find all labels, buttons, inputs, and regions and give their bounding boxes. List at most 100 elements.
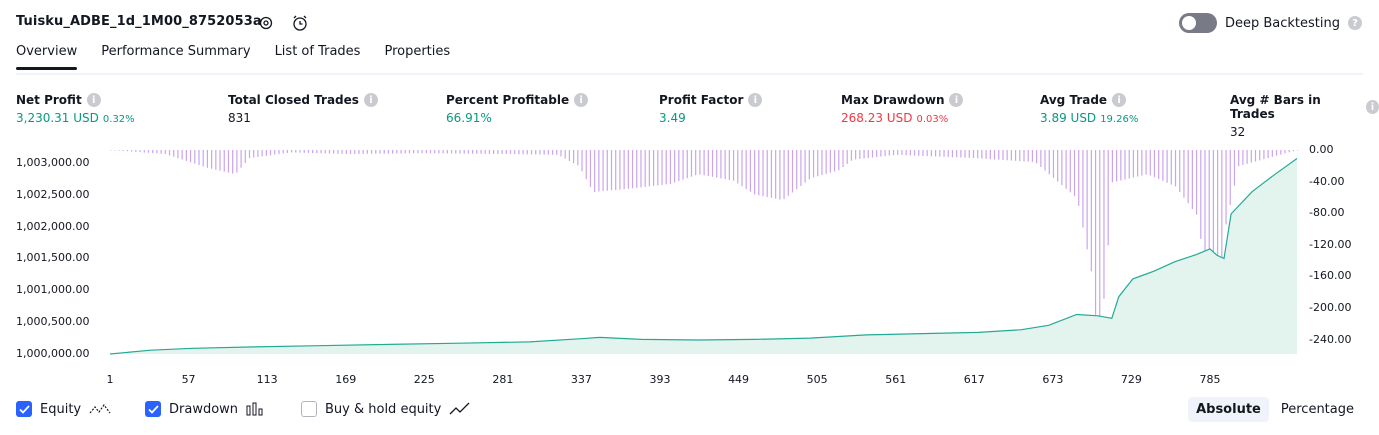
metric-1: Total Closed Trades i 831 (228, 93, 378, 125)
drawdown-bar (278, 150, 280, 155)
drawdown-bar (164, 150, 166, 155)
absolute-button[interactable]: Absolute (1188, 397, 1269, 422)
drawdown-bar (429, 150, 432, 154)
drawdown-bar (206, 150, 209, 168)
drawdown-bar (1217, 150, 1219, 353)
legend-equity[interactable]: Equity (16, 401, 111, 417)
drawdown-bar (581, 150, 583, 172)
drawdown-bar (1006, 150, 1008, 161)
y-right-tick: -200.00 (1309, 301, 1352, 314)
drawdown-bar (825, 150, 827, 174)
drawdown-bar (269, 150, 272, 156)
drawdown-bar (589, 150, 592, 187)
drawdown-bar (1128, 150, 1130, 179)
drawdown-bar (1082, 150, 1084, 228)
drawdown-bar (863, 150, 865, 159)
drawdown-bar (370, 150, 373, 154)
info-icon[interactable]: i (1365, 100, 1379, 114)
drawdown-bar (366, 150, 368, 154)
info-icon[interactable]: i (949, 93, 964, 107)
tab-properties[interactable]: Properties (384, 44, 451, 59)
drawdown-bar (850, 150, 853, 161)
drawdown-bar (501, 150, 503, 155)
drawdown-bar (434, 150, 436, 154)
drawdown-bar (421, 150, 423, 154)
drawdown-bar (682, 150, 684, 180)
x-tick: 281 (492, 373, 514, 386)
y-right-tick: -160.00 (1309, 269, 1352, 283)
tab-list-of-trades[interactable]: List of Trades (274, 44, 361, 59)
drawdown-bar (345, 150, 347, 155)
x-tick: 337 (570, 373, 592, 386)
drawdown-bar (1208, 150, 1210, 288)
drawdown-bar (1031, 150, 1034, 162)
info-icon[interactable]: i (1112, 93, 1127, 107)
x-tick: 449 (728, 373, 750, 386)
drawdown-bar (1158, 150, 1160, 180)
x-tick: 57 (181, 373, 196, 386)
drawdown-bar (964, 150, 966, 158)
equity-checkbox[interactable] (16, 401, 32, 417)
drawdown-bar (286, 150, 288, 153)
drawdown-bar (1242, 150, 1244, 166)
drawdown-bar (467, 150, 469, 154)
info-icon[interactable]: i (574, 93, 589, 107)
deep-backtesting-toggle[interactable] (1178, 13, 1217, 33)
drawdown-bar (387, 150, 390, 154)
drawdown-bar (131, 150, 133, 152)
legend-buy-hold[interactable]: Buy & hold equity (301, 401, 471, 417)
drawdown-bar (1187, 150, 1189, 204)
drawdown-bar (312, 150, 314, 154)
drawdown-bar (1069, 150, 1071, 193)
percentage-button[interactable]: Percentage (1280, 402, 1354, 417)
drawdown-bar (1238, 150, 1240, 167)
drawdown-bar (1141, 150, 1143, 176)
drawdown-bar (505, 150, 507, 155)
drawdown-bar (1200, 150, 1202, 239)
drawdown-bar (989, 150, 991, 160)
legend-buy-hold-label: Buy & hold equity (325, 401, 442, 417)
drawdown-bar (762, 150, 764, 197)
drawdown-bar (219, 150, 221, 171)
legend-drawdown[interactable]: Drawdown (145, 401, 266, 417)
drawdown-bar (627, 150, 629, 189)
drawdown-bar (488, 150, 491, 154)
drawdown-bar (476, 150, 478, 154)
strategy-title: Tuisku_ADBE_1d_1M00_8752053a (16, 14, 262, 29)
drawdown-bar (880, 150, 882, 157)
drawdown-bar (1040, 150, 1042, 167)
drawdown-bar (678, 150, 680, 182)
settings-icon[interactable] (256, 13, 276, 33)
info-icon[interactable]: i (748, 93, 763, 107)
drawdown-bar (223, 150, 225, 172)
tab-performance-summary[interactable]: Performance Summary (101, 44, 251, 59)
buy-hold-checkbox[interactable] (301, 401, 317, 417)
drawdown-bar (564, 150, 566, 159)
drawdown-bar (897, 150, 899, 155)
drawdown-bar (497, 150, 499, 154)
drawdown-bar (615, 150, 617, 190)
drawdown-checkbox[interactable] (145, 401, 161, 417)
metric-6: Avg # Bars in Trades i 32 (1230, 93, 1379, 139)
drawdown-bar (539, 150, 541, 155)
drawdown-bar (181, 150, 183, 160)
alarm-icon[interactable] (290, 13, 310, 33)
drawdown-bar (1090, 150, 1092, 272)
drawdown-bar (408, 150, 411, 154)
info-icon[interactable]: i (86, 93, 101, 107)
drawdown-bar (935, 150, 937, 157)
y-right-tick: 0.00 (1309, 143, 1334, 156)
info-icon[interactable]: i (363, 93, 378, 107)
drawdown-bar (282, 150, 284, 154)
drawdown-bar (110, 150, 112, 151)
drawdown-bar (913, 150, 916, 156)
drawdown-bar (147, 150, 150, 153)
help-icon[interactable]: ? (1348, 16, 1362, 30)
drawdown-bar (775, 150, 777, 199)
tab-overview[interactable]: Overview (16, 44, 78, 70)
drawdown-bar (859, 150, 861, 159)
drawdown-bar (1271, 150, 1273, 157)
drawdown-bar (400, 150, 402, 154)
drawdown-bar (189, 150, 192, 163)
drawdown-bar (446, 150, 448, 154)
